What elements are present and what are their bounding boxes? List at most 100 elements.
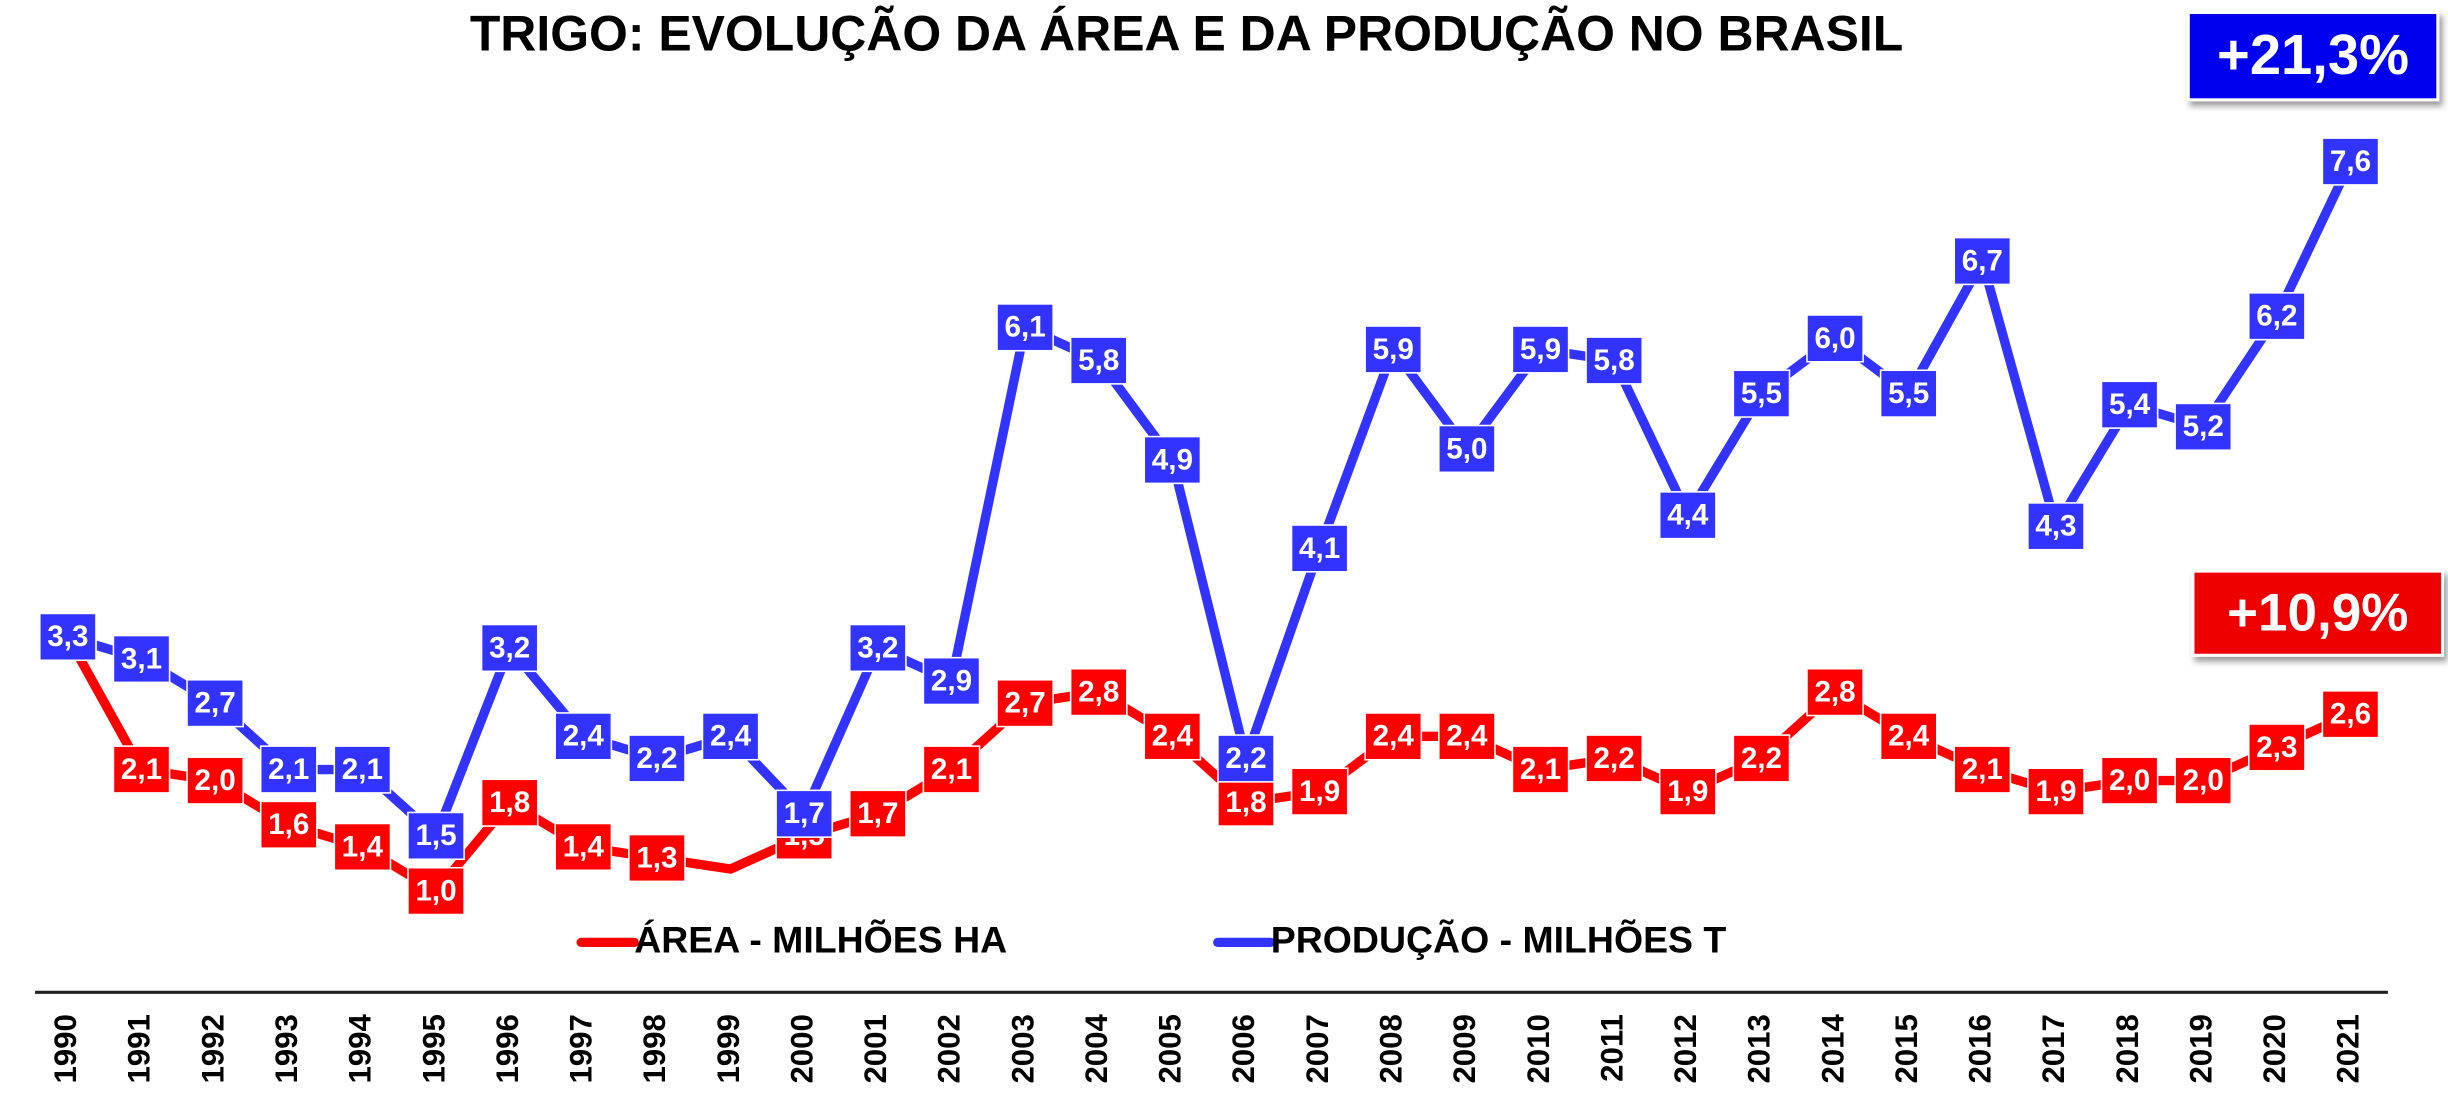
data-label: 2,1 xyxy=(922,745,981,794)
data-label-text: 2,8 xyxy=(1814,676,1855,709)
data-label-box xyxy=(1806,314,1864,363)
data-label: 5,8 xyxy=(1585,336,1644,385)
data-label-text: 2,7 xyxy=(1005,687,1046,720)
data-label-box xyxy=(848,789,907,838)
data-label-text: 2,2 xyxy=(636,742,677,775)
data-label-box xyxy=(333,745,392,794)
data-label-text: 2,4 xyxy=(1373,720,1415,753)
data-label-text: 1,9 xyxy=(1667,775,1708,808)
data-label-box xyxy=(628,833,686,883)
data-label-text: 1,7 xyxy=(784,797,825,830)
data-label-text: 6,2 xyxy=(2256,300,2297,333)
data-label-box xyxy=(2027,767,2085,816)
data-label-box xyxy=(1511,325,1570,374)
data-label: 2,1 xyxy=(1511,745,1570,794)
x-tick-label: 2008 xyxy=(1373,1014,1408,1083)
data-label-box xyxy=(2100,380,2159,429)
x-tick-label: 2020 xyxy=(2257,1014,2292,1083)
data-label-box xyxy=(848,623,907,673)
data-label: 1,9 xyxy=(2027,767,2085,816)
data-label-box xyxy=(1658,767,1717,816)
legend-label: ÁREA - MILHÕES HA xyxy=(634,918,1007,960)
data-label-box xyxy=(2321,137,2380,186)
data-label-text: 6,1 xyxy=(1005,311,1046,344)
data-label-box xyxy=(996,679,1054,728)
data-label-box xyxy=(333,822,392,872)
data-label-text: 4,1 xyxy=(1299,532,1340,565)
data-label-box xyxy=(775,789,834,838)
data-label-box xyxy=(1585,734,1644,783)
data-label-text: 6,0 xyxy=(1814,322,1855,355)
x-tick-label: 2017 xyxy=(2036,1014,2071,1083)
data-label-text: 5,8 xyxy=(1594,344,1635,377)
data-label-box xyxy=(1069,667,1128,717)
data-label: 2,7 xyxy=(186,679,245,728)
data-label-text: 7,6 xyxy=(2330,145,2371,178)
data-label: 1,0 xyxy=(407,866,465,916)
annotation-box xyxy=(2191,569,2445,657)
data-label: 5,2 xyxy=(2174,402,2233,451)
data-label-box xyxy=(1143,712,1202,761)
data-label: 2,0 xyxy=(186,756,245,805)
data-label-text: 3,1 xyxy=(121,642,162,675)
data-label-text: 2,2 xyxy=(1225,742,1266,775)
data-label-box xyxy=(922,656,981,706)
x-tick-label: 1996 xyxy=(490,1014,525,1083)
data-label-box xyxy=(259,800,318,849)
x-tick-label: 1991 xyxy=(122,1014,157,1083)
data-label: 3,3 xyxy=(39,612,97,662)
data-label-text: 1,4 xyxy=(563,830,605,863)
data-label-text: 2,7 xyxy=(195,687,236,720)
data-label: 1,4 xyxy=(554,822,613,872)
data-label-text: 5,8 xyxy=(1078,344,1119,377)
data-label-text: 1,3 xyxy=(636,841,677,874)
data-label-text: 1,9 xyxy=(2035,775,2076,808)
data-label: 1,8 xyxy=(1217,778,1275,827)
data-label: 2,4 xyxy=(1143,712,1202,761)
data-label-text: 5,0 xyxy=(1446,432,1487,465)
data-label-box xyxy=(554,712,613,761)
data-label-box xyxy=(112,634,171,684)
data-label: 7,6 xyxy=(2321,137,2380,186)
data-label-box xyxy=(1879,369,1938,418)
data-label-text: 5,9 xyxy=(1373,333,1414,366)
x-tick-label: 2004 xyxy=(1079,1014,1114,1084)
annotation-box xyxy=(2186,10,2440,102)
data-label: 2,1 xyxy=(112,745,171,794)
data-label-text: 1,7 xyxy=(857,797,898,830)
data-label-text: 5,4 xyxy=(2109,388,2151,421)
data-label-text: 3,3 xyxy=(47,620,88,653)
x-tick-label: 2019 xyxy=(2183,1014,2218,1083)
data-label-text: 2,1 xyxy=(931,753,972,786)
data-label-text: 2,1 xyxy=(121,753,162,786)
data-label: 5,4 xyxy=(2100,380,2159,429)
x-tick-label: 2013 xyxy=(1742,1014,1777,1083)
data-label-text: 2,9 xyxy=(931,664,972,697)
data-label-text: 2,4 xyxy=(1888,720,1930,753)
data-label: 1,3 xyxy=(628,833,686,883)
x-tick-label: 1995 xyxy=(416,1014,451,1083)
x-tick-label: 1997 xyxy=(564,1014,599,1083)
data-label: 4,4 xyxy=(1658,491,1717,540)
data-label-box xyxy=(996,303,1054,352)
data-label-box xyxy=(701,712,760,761)
data-label-text: 5,5 xyxy=(1888,377,1929,410)
data-label: 2,0 xyxy=(2174,756,2233,805)
data-label-box xyxy=(1217,734,1275,783)
legend-label: PRODUÇÃO - MILHÕES T xyxy=(1271,918,1727,960)
x-tick-label: 2021 xyxy=(2331,1014,2366,1083)
data-label-box xyxy=(1953,236,2012,286)
data-label-box xyxy=(1143,435,1202,485)
data-label: 5,5 xyxy=(1879,369,1938,418)
x-tick-label: 2011 xyxy=(1594,1014,1629,1082)
data-label-text: 2,1 xyxy=(268,753,309,786)
data-label-box xyxy=(480,623,539,673)
data-label-text: 2,4 xyxy=(1446,720,1488,753)
data-label-box xyxy=(1585,336,1644,385)
data-label: 2,0 xyxy=(2100,756,2159,805)
data-label-box xyxy=(186,679,245,728)
data-label: 2,2 xyxy=(1732,734,1791,783)
data-label-box xyxy=(2100,756,2159,805)
